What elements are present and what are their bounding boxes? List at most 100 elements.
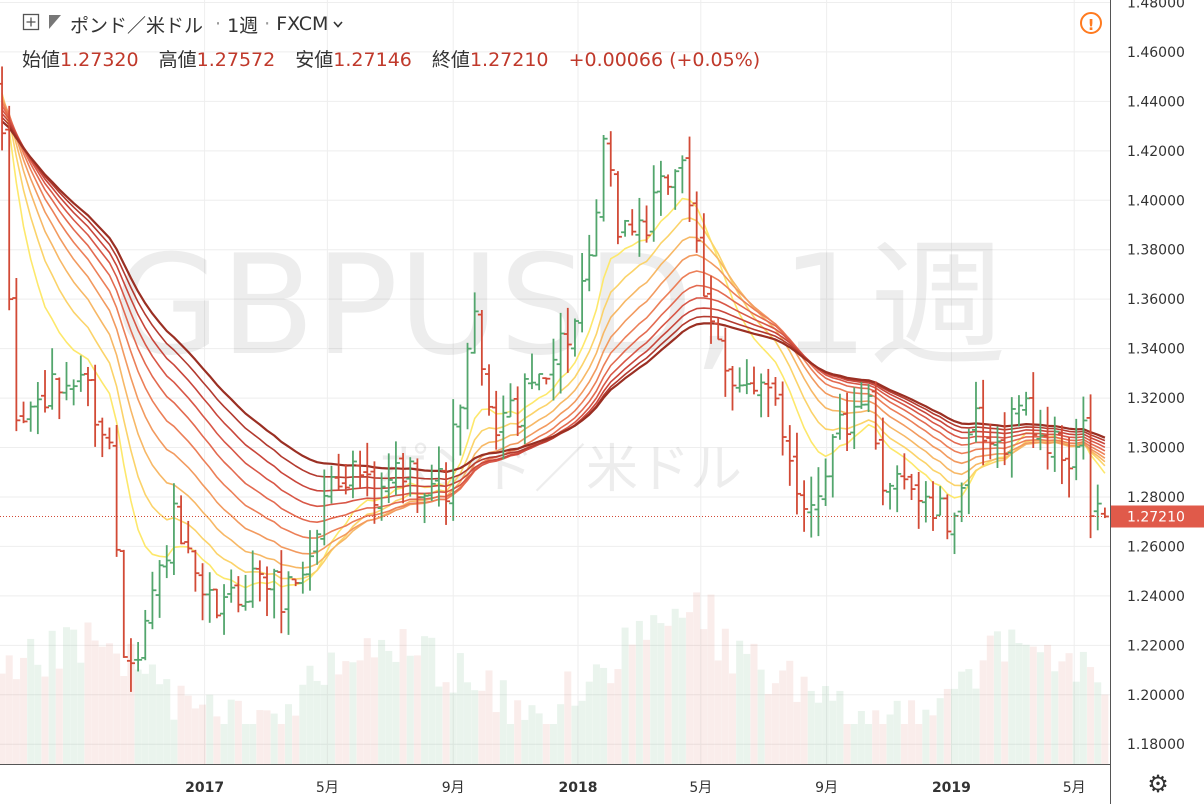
volume-bar (814, 702, 822, 764)
ohlc-bar (1079, 396, 1088, 460)
exchange-label[interactable]: FXCM (276, 13, 329, 35)
volume-bar (643, 639, 651, 764)
x-tick-label: 9月 (815, 780, 838, 796)
ohlc-bar (549, 338, 558, 401)
ohlc-bar (434, 446, 443, 507)
volume-bar (750, 643, 758, 764)
symbol-name[interactable]: ポンド／米ドル (70, 14, 204, 37)
ohlc-bar (907, 473, 916, 501)
ohlc-bar (986, 423, 995, 460)
volume-bar (972, 688, 980, 764)
volume-bar (829, 700, 837, 764)
volume-bar (757, 669, 765, 764)
volume-bar (800, 676, 808, 764)
gear-icon[interactable]: ⚙ (1147, 770, 1169, 798)
ohlc-bar (184, 520, 193, 554)
volume-bar (528, 705, 536, 764)
interval-label[interactable]: 1週 (227, 14, 259, 37)
volume-bar (292, 715, 300, 764)
volume-bar (958, 671, 966, 764)
volume-bar (1065, 653, 1073, 764)
volume-bar (349, 662, 357, 764)
volume-bar (220, 724, 228, 764)
last-price-label: 1.27210 (1127, 510, 1185, 526)
x-tick-label: 2019 (932, 780, 971, 796)
x-tick-label: 9月 (442, 780, 465, 796)
volume-bar (399, 629, 407, 764)
volume-bar (1058, 661, 1066, 764)
volume-bar (721, 628, 729, 764)
flag-icon[interactable] (48, 13, 62, 35)
ohlc-bar (270, 568, 279, 619)
ohlc-bar (606, 131, 615, 187)
x-tick-label: 2017 (185, 780, 224, 796)
ohlc-bar (671, 169, 680, 210)
ohlc-bar (442, 462, 451, 525)
volume-bar (499, 680, 507, 764)
volume-bar (478, 690, 486, 764)
warning-icon[interactable]: ! (1080, 12, 1102, 34)
volume-bar (571, 705, 579, 764)
volume-bar (592, 664, 600, 764)
volume-bar (48, 630, 56, 764)
ohlc-bar (728, 366, 737, 411)
ohlc-bar (950, 512, 959, 555)
volume-bar (1087, 667, 1095, 764)
ohlc-bar (878, 417, 887, 506)
volume-bar (893, 700, 901, 764)
ohlc-bar (327, 465, 336, 504)
volume-bar (5, 655, 13, 764)
moving-average-line (1, 120, 1106, 474)
volume-bar (370, 657, 378, 764)
volume-bar (141, 673, 149, 764)
volume-bar (879, 724, 887, 764)
volume-bar (936, 698, 944, 764)
volume-bar (1036, 652, 1044, 764)
ohlc-bar (212, 588, 221, 619)
ohlc-bar (126, 638, 135, 692)
volume-bar (1001, 661, 1009, 764)
ohlc-bar (112, 424, 121, 557)
ohlc-bar (929, 481, 938, 531)
ohlc-bar (699, 213, 708, 298)
volume-bar (356, 660, 364, 764)
volume-bar (177, 685, 185, 764)
volume-bar (1079, 651, 1087, 764)
volume-bar (822, 686, 830, 764)
y-tick-label: 1.44000 (1127, 94, 1185, 110)
y-tick-label: 1.30000 (1127, 441, 1185, 457)
ohlc-bar (1093, 484, 1102, 531)
ohlc-bar (692, 191, 701, 253)
volume-bar (249, 724, 257, 764)
volume-bar (872, 710, 880, 764)
volume-bar (514, 700, 522, 764)
volume-bar (464, 682, 472, 764)
chevron-down-icon[interactable] (332, 13, 344, 35)
volume-bar (807, 690, 815, 764)
volume-bar (199, 704, 207, 764)
volume-bar (335, 674, 343, 764)
ohlc-bar (356, 450, 365, 489)
plus-square-icon[interactable] (22, 13, 40, 36)
ohlc-bar (162, 545, 171, 579)
volume-bar (1094, 682, 1102, 764)
volume-bar (1029, 646, 1037, 764)
moving-average-line (1, 105, 1106, 524)
volume-bar (521, 719, 529, 764)
volume-bar (313, 680, 321, 764)
ohlc-bar (714, 317, 723, 341)
ohlc-bar (41, 370, 50, 413)
volume-bar (406, 655, 414, 764)
volume-bar (170, 719, 178, 764)
volume-bar (485, 670, 493, 764)
volume-bar (456, 653, 464, 764)
volume-bar (270, 713, 278, 764)
volume-bar (564, 671, 572, 764)
ohlc-bar (406, 457, 415, 497)
ohlc-bar (384, 453, 393, 504)
volume-bar (84, 622, 92, 764)
ohlc-bar (234, 576, 243, 613)
ohlc-bar (227, 569, 236, 603)
ohlc-bar (893, 465, 902, 513)
